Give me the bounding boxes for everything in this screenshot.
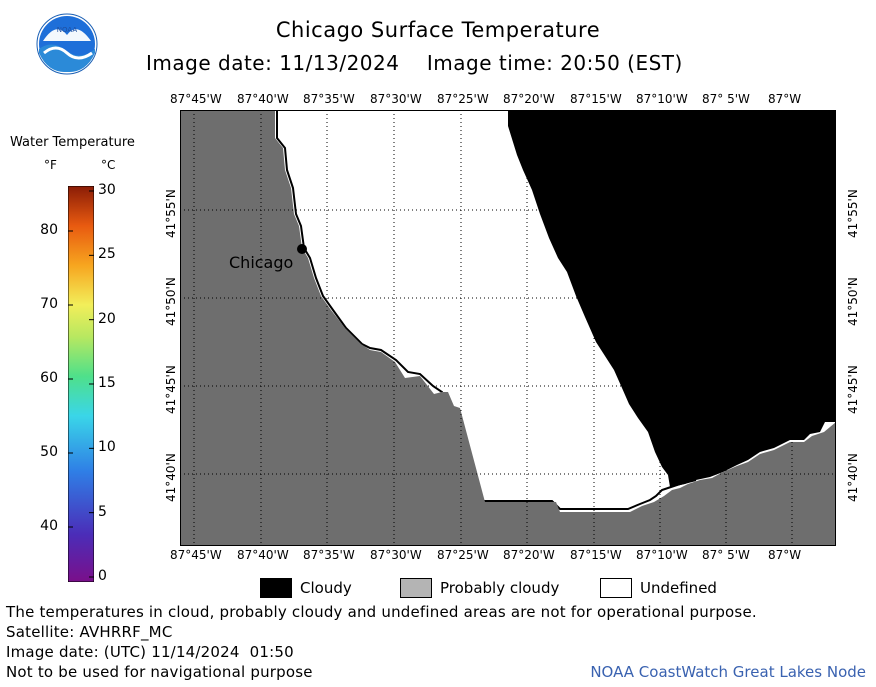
top-longitude-label: 87°20'W [503,92,555,106]
utc-date-text: Image date: (UTC) 11/14/2024 01:50 [6,643,294,661]
legend-swatch-probably-cloudy [400,578,432,598]
map-frame [180,110,836,546]
svg-text:NOAA: NOAA [57,26,78,34]
colorbar-title: Water Temperature [10,135,135,150]
celsius-tick-label: 25 [98,246,116,263]
bottom-longitude-label: 87°W [768,548,802,562]
page-title: Chicago Surface Temperature [275,18,601,42]
disclaimer-text: The temperatures in cloud, probably clou… [6,603,757,621]
left-latitude-label: 41°50'N [164,277,178,326]
map-grid [180,110,836,546]
fahrenheit-tick-label: 60 [40,370,58,386]
fahrenheit-tick-label: 50 [40,444,58,460]
bottom-longitude-label: 87°25'W [437,548,489,562]
top-longitude-label: 87° 5'W [702,92,750,106]
temperature-colorbar [68,186,94,582]
lake-shore-outline [276,110,697,510]
top-longitude-label: 87°40'W [237,92,289,106]
top-longitude-label: 87°W [768,92,802,106]
top-longitude-label: 87°10'W [636,92,688,106]
celsius-tick-label: 20 [98,310,116,327]
noaa-logo-icon: NOAA [36,13,98,75]
left-latitude-label: 41°55'N [164,189,178,238]
coastwatch-node-label: NOAA CoastWatch Great Lakes Node [590,663,866,681]
navigation-warning: Not to be used for navigational purpose [6,663,313,681]
bottom-longitude-label: 87°40'W [237,548,289,562]
right-latitude-label: 41°55'N [846,189,860,238]
bottom-longitude-label: 87°45'W [170,548,222,562]
temperature-map [180,110,836,546]
legend: Cloudy Probably cloudy Undefined [0,575,876,603]
right-latitude-label: 41°50'N [846,277,860,326]
left-latitude-label: 41°40'N [164,453,178,502]
top-longitude-label: 87°45'W [170,92,222,106]
celsius-tick-label: 30 [98,182,116,198]
land-area [180,110,836,546]
city-label-chicago: Chicago [229,253,294,272]
celsius-tick-label: 5 [98,503,107,520]
celsius-tick-label: 0 [98,568,107,584]
image-date-time: Image date: 11/13/2024 Image time: 20:50… [146,51,683,75]
legend-swatch-cloudy [260,578,292,598]
fahrenheit-tick-label: 40 [40,518,58,534]
celsius-tick-label: 15 [98,375,116,391]
celsius-tick-label: 10 [98,439,116,456]
top-longitude-label: 87°35'W [303,92,355,106]
legend-label-cloudy: Cloudy [300,579,352,597]
left-latitude-label: 41°45'N [164,365,178,414]
unit-celsius: °C [101,158,116,172]
legend-swatch-undefined [600,578,632,598]
satellite-text: Satellite: AVHRRF_MC [6,623,173,641]
bottom-longitude-label: 87°35'W [303,548,355,562]
top-longitude-label: 87°30'W [370,92,422,106]
fahrenheit-tick-label: 70 [40,296,58,312]
fahrenheit-tick-label: 80 [40,222,58,238]
top-longitude-label: 87°25'W [437,92,489,106]
chicago-marker-icon [297,244,307,254]
bottom-longitude-label: 87°20'W [503,548,555,562]
top-longitude-label: 87°15'W [570,92,622,106]
bottom-longitude-label: 87°10'W [636,548,688,562]
bottom-longitude-label: 87°30'W [370,548,422,562]
unit-fahrenheit: °F [44,158,57,172]
bottom-longitude-label: 87°15'W [570,548,622,562]
bottom-longitude-label: 87° 5'W [702,548,750,562]
right-latitude-label: 41°45'N [846,365,860,414]
legend-label-undefined: Undefined [640,579,717,597]
legend-label-probably-cloudy: Probably cloudy [440,579,560,597]
right-latitude-label: 41°40'N [846,453,860,502]
